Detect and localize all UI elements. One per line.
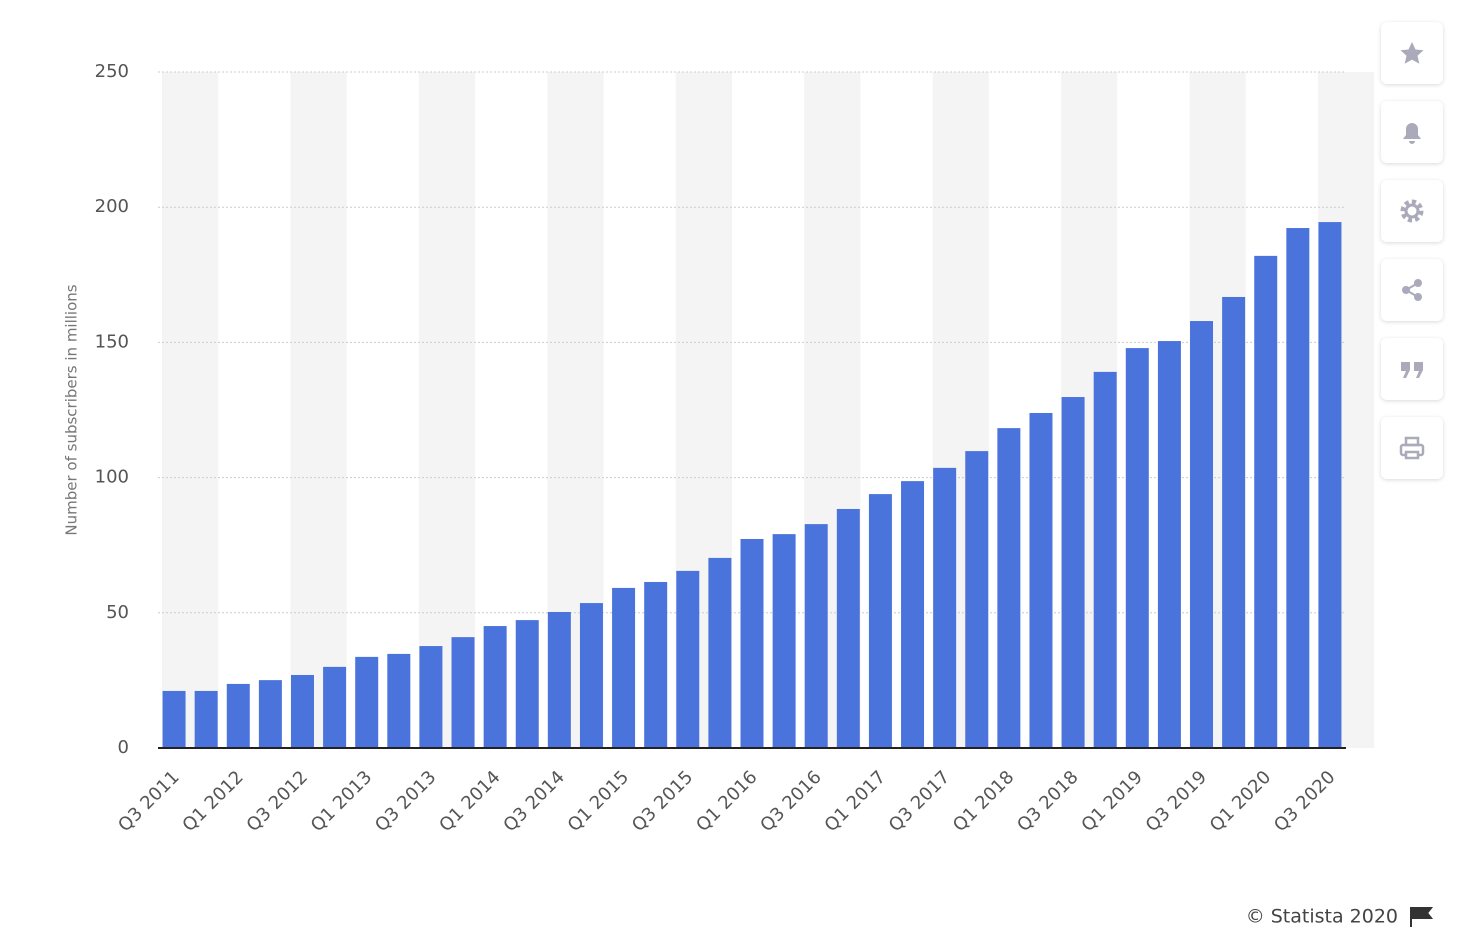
bar bbox=[965, 451, 989, 748]
x-tick-label: Q3 2017 bbox=[885, 767, 954, 836]
y-tick-label: 250 bbox=[95, 61, 129, 82]
bar bbox=[933, 467, 957, 748]
cite-button[interactable] bbox=[1381, 338, 1443, 400]
x-tick-label: Q3 2016 bbox=[756, 767, 825, 836]
y-tick-label: 50 bbox=[106, 602, 129, 623]
x-tick-label: Q3 2012 bbox=[243, 767, 312, 836]
background-band bbox=[418, 72, 476, 748]
notification-button[interactable] bbox=[1381, 101, 1443, 163]
source: © Statista 2020 bbox=[1246, 906, 1398, 928]
bar bbox=[1286, 228, 1310, 748]
bar bbox=[1029, 412, 1053, 748]
bar bbox=[258, 680, 282, 748]
bar bbox=[547, 611, 571, 748]
bar bbox=[290, 674, 314, 748]
bar bbox=[901, 481, 925, 748]
y-axis-label: Number of subscribers in millions bbox=[63, 284, 81, 535]
x-tick-label: Q1 2013 bbox=[307, 767, 376, 836]
x-tick-label: Q1 2014 bbox=[435, 767, 504, 836]
bar bbox=[1125, 348, 1149, 748]
bar bbox=[419, 646, 443, 748]
x-tick-label: Q3 2011 bbox=[114, 767, 183, 836]
share-button[interactable] bbox=[1381, 259, 1443, 321]
bar bbox=[772, 534, 796, 748]
bar bbox=[612, 587, 636, 748]
bar bbox=[451, 637, 475, 748]
x-tick-label: Q1 2016 bbox=[692, 767, 761, 836]
x-tick-label: Q3 2020 bbox=[1270, 767, 1339, 836]
bar bbox=[836, 508, 860, 748]
bar bbox=[997, 428, 1021, 748]
favorite-button[interactable] bbox=[1381, 22, 1443, 84]
y-tick-label: 200 bbox=[95, 196, 129, 217]
bar bbox=[804, 524, 828, 748]
bar bbox=[483, 626, 507, 748]
x-tick-label: Q1 2017 bbox=[821, 767, 890, 836]
bar bbox=[676, 570, 700, 748]
x-tick-label: Q3 2015 bbox=[628, 767, 697, 836]
x-tick-label: Q3 2019 bbox=[1142, 767, 1211, 836]
bar bbox=[1222, 296, 1246, 748]
bar bbox=[162, 690, 186, 748]
flag-icon[interactable] bbox=[1410, 907, 1434, 927]
bar bbox=[194, 690, 218, 748]
bar bbox=[1093, 371, 1117, 748]
x-tick-label: Q3 2013 bbox=[371, 767, 440, 836]
background-band bbox=[162, 72, 219, 748]
print-button[interactable] bbox=[1381, 417, 1443, 479]
y-tick-label: 150 bbox=[95, 331, 129, 352]
bar bbox=[740, 538, 764, 748]
y-tick-label: 0 bbox=[118, 737, 129, 758]
x-tick-label: Q1 2020 bbox=[1206, 767, 1275, 836]
bar bbox=[1157, 341, 1181, 748]
x-tick-label: Q3 2014 bbox=[499, 767, 568, 836]
background-band bbox=[290, 72, 347, 748]
bar bbox=[1190, 321, 1214, 748]
x-tick-label: Q1 2012 bbox=[178, 767, 247, 836]
x-tick-label: Q1 2018 bbox=[949, 767, 1018, 836]
bar bbox=[1318, 222, 1342, 748]
x-tick-label: Q3 2018 bbox=[1013, 767, 1082, 836]
bar bbox=[868, 494, 892, 748]
settings-button[interactable] bbox=[1381, 180, 1443, 242]
bar bbox=[515, 620, 539, 748]
bar bbox=[708, 557, 732, 748]
x-tick-label: Q1 2019 bbox=[1077, 767, 1146, 836]
bar bbox=[1061, 397, 1085, 748]
bar bbox=[579, 603, 603, 748]
bar bbox=[387, 653, 411, 748]
bar bbox=[644, 581, 668, 748]
bar bbox=[355, 656, 379, 748]
bar bbox=[323, 666, 347, 748]
bar bbox=[226, 683, 250, 748]
bar bbox=[1254, 255, 1278, 748]
x-tick-label: Q1 2015 bbox=[564, 767, 633, 836]
y-tick-label: 100 bbox=[95, 467, 129, 488]
